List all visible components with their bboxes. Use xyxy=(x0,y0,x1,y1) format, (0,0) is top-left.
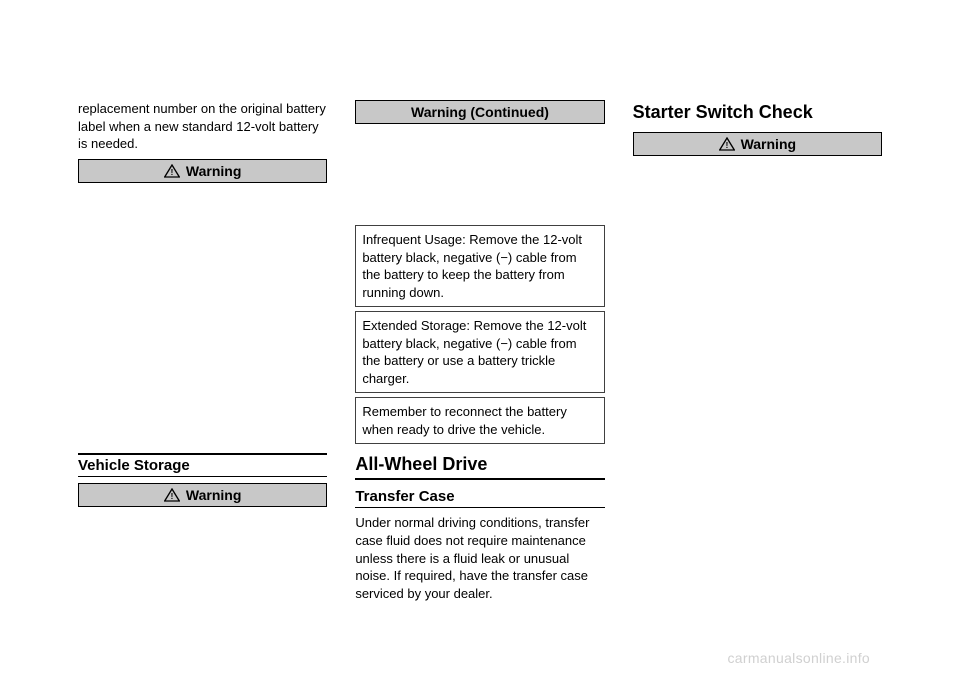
starter-switch-heading: Starter Switch Check xyxy=(633,100,882,126)
warning-continued-label: Warning (Continued) xyxy=(411,104,549,120)
warning-continued-box: Warning (Continued) xyxy=(355,100,604,124)
warning-box-3: ! Warning xyxy=(633,132,882,156)
warning-label: Warning xyxy=(186,163,241,179)
warning-label: Warning xyxy=(741,136,796,152)
extended-storage-box: Extended Storage: Remove the 12-volt bat… xyxy=(355,311,604,393)
warning-box-1: ! Warning xyxy=(78,159,327,183)
column-2: Warning (Continued) Infrequent Usage: Re… xyxy=(355,100,604,630)
infrequent-usage-box: Infrequent Usage: Remove the 12-volt bat… xyxy=(355,225,604,307)
vehicle-storage-heading: Vehicle Storage xyxy=(78,453,327,477)
awd-heading: All-Wheel Drive xyxy=(355,452,604,480)
watermark-text: carmanualsonline.info xyxy=(728,650,871,666)
transfer-case-body: Under normal driving conditions, transfe… xyxy=(355,514,604,602)
column-3: Starter Switch Check ! Warning xyxy=(633,100,882,630)
warning-label: Warning xyxy=(186,487,241,503)
page-content: replacement number on the original batte… xyxy=(78,100,882,630)
spacer xyxy=(78,189,327,449)
column-1: replacement number on the original batte… xyxy=(78,100,327,630)
remember-box: Remember to reconnect the battery when r… xyxy=(355,397,604,444)
svg-text:!: ! xyxy=(171,492,174,501)
svg-text:!: ! xyxy=(171,168,174,177)
transfer-case-heading: Transfer Case xyxy=(355,486,604,508)
warning-box-2: ! Warning xyxy=(78,483,327,507)
spacer xyxy=(355,130,604,225)
intro-text: replacement number on the original batte… xyxy=(78,100,327,153)
warning-triangle-icon: ! xyxy=(164,488,180,502)
warning-triangle-icon: ! xyxy=(164,164,180,178)
svg-text:!: ! xyxy=(725,141,728,150)
warning-triangle-icon: ! xyxy=(719,137,735,151)
